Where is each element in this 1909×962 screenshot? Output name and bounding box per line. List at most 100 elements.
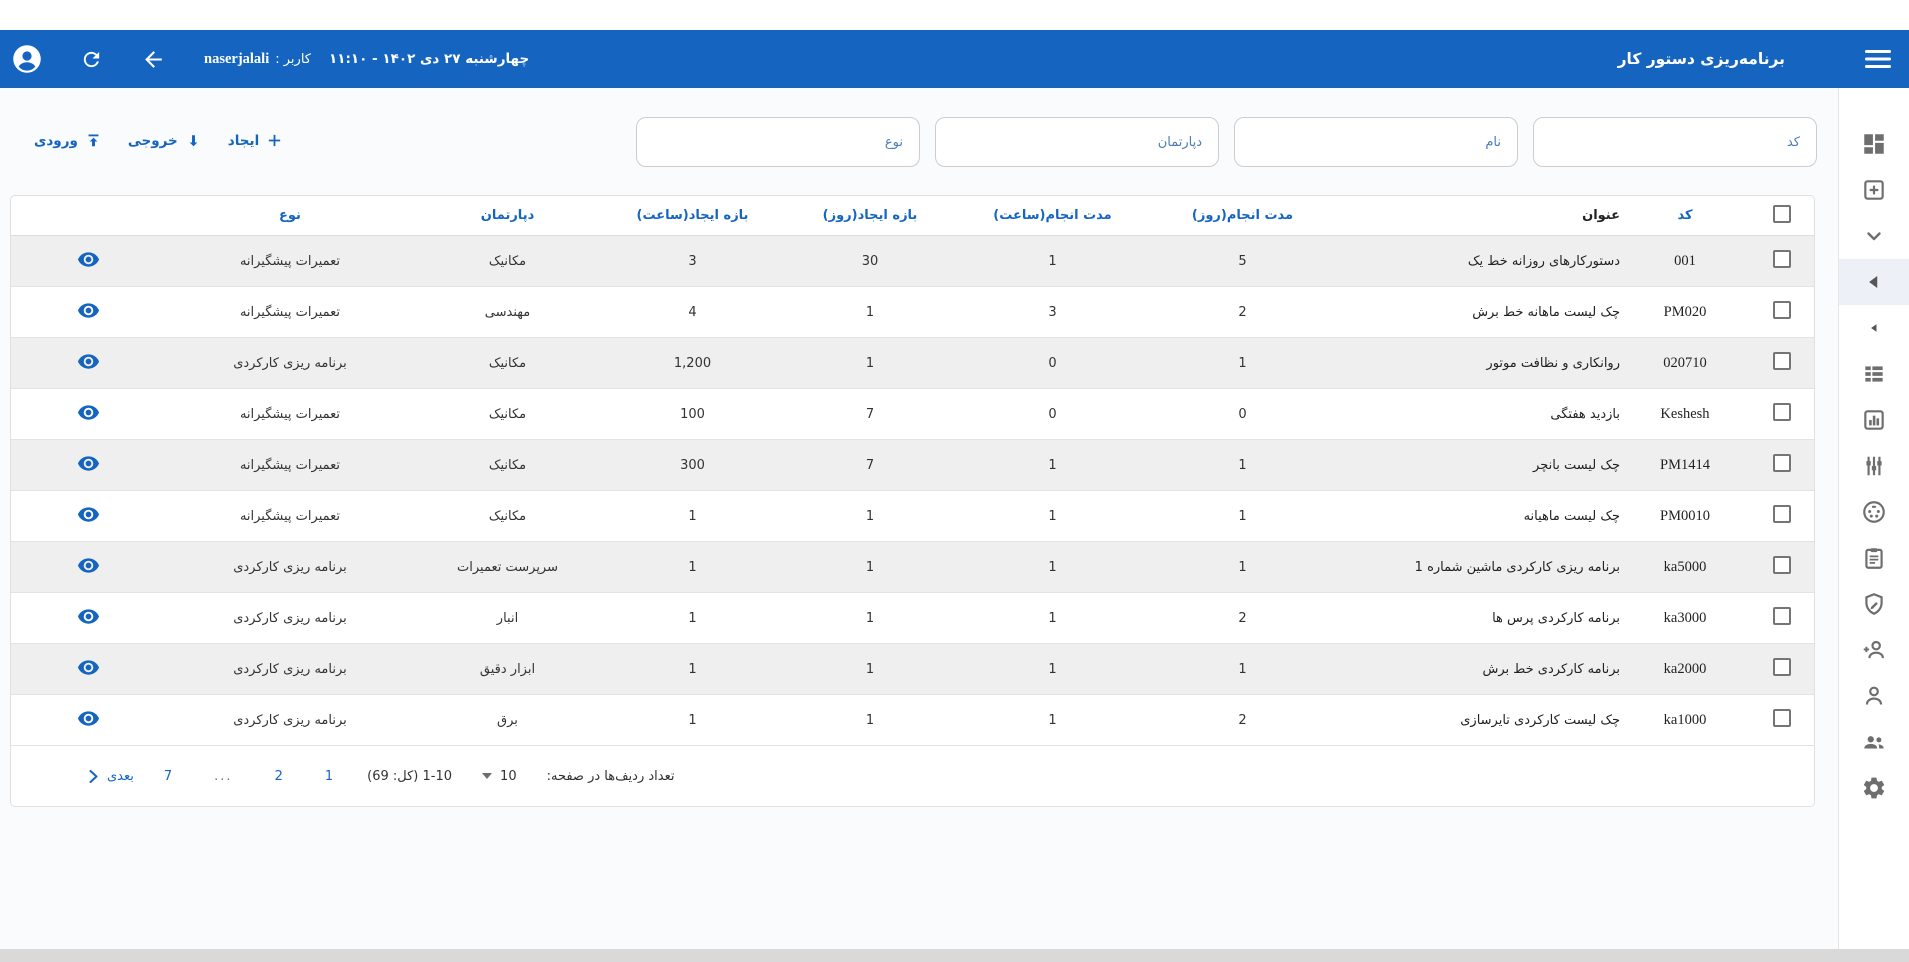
cell-duration-days: 1 xyxy=(1150,662,1335,677)
table-row: PM1414 چک لیست بانچر 1 1 7 300 مکانیک تع… xyxy=(11,440,1814,491)
page-link-1[interactable]: 1 xyxy=(325,769,333,784)
top-white-strip xyxy=(0,0,1909,30)
row-checkbox[interactable] xyxy=(1773,658,1791,676)
view-eye-icon[interactable] xyxy=(77,401,100,424)
back-arrow-icon[interactable] xyxy=(141,47,166,72)
cell-duration-hours: 0 xyxy=(955,407,1150,422)
chevron-next-icon xyxy=(89,770,98,783)
cell-title: چک لیست کارکردی تایرسازی xyxy=(1335,713,1620,728)
cell-duration-hours: 1 xyxy=(955,254,1150,269)
department-filter-input[interactable] xyxy=(935,117,1219,167)
import-button[interactable]: ورودی xyxy=(34,132,102,149)
row-checkbox[interactable] xyxy=(1773,505,1791,523)
circle-dots-icon[interactable] xyxy=(1839,489,1909,535)
view-eye-icon[interactable] xyxy=(77,554,100,577)
row-select-cell xyxy=(1750,454,1814,476)
page-body: ورودی خروجی ایجاد کد عنوان مدت انجام(روز… xyxy=(0,88,1909,962)
cell-range-days: 1 xyxy=(785,356,955,371)
row-checkbox[interactable] xyxy=(1773,709,1791,727)
name-filter-input[interactable] xyxy=(1234,117,1518,167)
column-header-title[interactable]: عنوان xyxy=(1335,208,1620,223)
cell-range-hours: 1 xyxy=(600,713,785,728)
work-orders-table: کد عنوان مدت انجام(روز) مدت انجام(ساعت) … xyxy=(10,195,1815,807)
shield-edit-icon[interactable] xyxy=(1839,581,1909,627)
view-eye-icon[interactable] xyxy=(77,248,100,271)
cell-title: چک لیست ماهیانه xyxy=(1335,509,1620,524)
select-all-checkbox[interactable] xyxy=(1773,205,1791,223)
row-checkbox[interactable] xyxy=(1773,250,1791,268)
cell-department: سرپرست تعمیرات xyxy=(415,560,600,575)
column-header-code[interactable]: کد xyxy=(1620,208,1750,223)
cell-department: مکانیک xyxy=(415,254,600,269)
cell-code: 001 xyxy=(1620,253,1750,270)
chevron-down-icon[interactable] xyxy=(1839,213,1909,259)
user-label: کاربر : xyxy=(275,52,311,67)
refresh-icon[interactable] xyxy=(80,48,103,71)
page-links: 12...7 xyxy=(164,769,333,784)
create-button[interactable]: ایجاد xyxy=(228,132,283,149)
column-header-range-hours[interactable]: بازه ایجاد(ساعت) xyxy=(600,208,785,223)
add-box-icon[interactable] xyxy=(1839,167,1909,213)
column-header-type[interactable]: نوع xyxy=(165,208,415,223)
cell-duration-hours: 1 xyxy=(955,560,1150,575)
row-actions-cell xyxy=(11,248,165,275)
view-eye-icon[interactable] xyxy=(77,452,100,475)
page-link-2[interactable]: 2 xyxy=(275,769,283,784)
filter-row xyxy=(636,117,1817,167)
cell-type: برنامه ریزی کارکردی xyxy=(165,611,415,626)
sliders-icon[interactable] xyxy=(1839,443,1909,489)
next-page-button[interactable]: بعدی xyxy=(89,769,134,784)
arrow-left-icon[interactable] xyxy=(1839,259,1909,305)
row-checkbox[interactable] xyxy=(1773,352,1791,370)
view-eye-icon[interactable] xyxy=(77,605,100,628)
row-checkbox[interactable] xyxy=(1773,403,1791,421)
cell-title: چک لیست ماهانه خط برش xyxy=(1335,305,1620,320)
cell-type: تعمیرات پیشگیرانه xyxy=(165,305,415,320)
view-eye-icon[interactable] xyxy=(77,707,100,730)
cell-range-hours: 1 xyxy=(600,662,785,677)
bar-chart-icon[interactable] xyxy=(1839,397,1909,443)
code-filter-input[interactable] xyxy=(1533,117,1817,167)
page-size-select[interactable]: 10 xyxy=(482,769,517,784)
column-header-department[interactable]: دپارتمان xyxy=(415,208,600,223)
dashboard-icon[interactable] xyxy=(1839,121,1909,167)
cell-title: دستورکارهای روزانه خط یک xyxy=(1335,254,1620,269)
import-label: ورودی xyxy=(34,133,78,149)
view-eye-icon[interactable] xyxy=(77,299,100,322)
plus-icon xyxy=(266,132,283,149)
clipboard-icon[interactable] xyxy=(1839,535,1909,581)
column-header-range-days[interactable]: بازه ایجاد(روز) xyxy=(785,208,955,223)
column-header-duration-days[interactable]: مدت انجام(روز) xyxy=(1150,208,1335,223)
select-all-cell xyxy=(1750,205,1814,227)
view-eye-icon[interactable] xyxy=(77,503,100,526)
arrow-left-small-icon[interactable] xyxy=(1839,305,1909,351)
cell-range-days: 1 xyxy=(785,560,955,575)
cell-title: برنامه کارکردی خط برش xyxy=(1335,662,1620,677)
person-icon[interactable] xyxy=(1839,673,1909,719)
export-button[interactable]: خروجی xyxy=(128,132,202,149)
account-icon[interactable] xyxy=(12,44,42,74)
gear-icon[interactable] xyxy=(1839,765,1909,811)
row-checkbox[interactable] xyxy=(1773,556,1791,574)
cell-type: برنامه ریزی کارکردی xyxy=(165,713,415,728)
type-filter-input[interactable] xyxy=(636,117,920,167)
people-icon[interactable] xyxy=(1839,719,1909,765)
hamburger-icon[interactable] xyxy=(1865,49,1891,69)
table-row: 001 دستورکارهای روزانه خط یک 5 1 30 3 مک… xyxy=(11,236,1814,287)
column-header-duration-hours[interactable]: مدت انجام(ساعت) xyxy=(955,208,1150,223)
view-eye-icon[interactable] xyxy=(77,656,100,679)
row-checkbox[interactable] xyxy=(1773,607,1791,625)
page-link-7[interactable]: 7 xyxy=(164,769,172,784)
row-select-cell xyxy=(1750,556,1814,578)
cell-type: برنامه ریزی کارکردی xyxy=(165,662,415,677)
list-icon[interactable] xyxy=(1839,351,1909,397)
cell-duration-hours: 1 xyxy=(955,458,1150,473)
cell-department: ابزار دقیق xyxy=(415,662,600,677)
cell-duration-days: 5 xyxy=(1150,254,1335,269)
cell-title: بازدید هفتگی xyxy=(1335,407,1620,422)
row-checkbox[interactable] xyxy=(1773,301,1791,319)
row-checkbox[interactable] xyxy=(1773,454,1791,472)
view-eye-icon[interactable] xyxy=(77,350,100,373)
cell-range-hours: 300 xyxy=(600,458,785,473)
person-add-icon[interactable] xyxy=(1839,627,1909,673)
